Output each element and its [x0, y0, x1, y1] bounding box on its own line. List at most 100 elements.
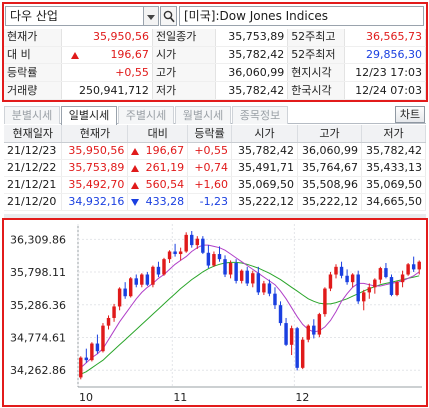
- candle-up: [362, 292, 366, 302]
- moving-average-short-line: [80, 244, 420, 369]
- quote-label: 52주최저: [287, 46, 345, 65]
- cell-high: 35,764,67: [297, 159, 362, 177]
- tab-daily-quotes[interactable]: 일별시세: [61, 106, 117, 125]
- col-price[interactable]: 현재가: [61, 125, 129, 143]
- x-tick-label: 10: [79, 391, 93, 404]
- candle-down: [345, 275, 349, 283]
- candle-up: [228, 262, 233, 275]
- candle-down: [256, 273, 261, 293]
- candle-up: [317, 314, 322, 335]
- y-tick-label: 34,774.61: [10, 331, 66, 344]
- candle-down: [273, 293, 277, 306]
- symbol-input[interactable]: 다우 산업: [5, 6, 144, 26]
- quote-row: 대 비 196,67 시가 35,782,42 52주최저 29,856,30: [4, 46, 427, 65]
- candle-up: [417, 261, 421, 270]
- col-change[interactable]: 대비: [127, 125, 189, 143]
- candle-down: [206, 252, 211, 266]
- tab-minute-quotes[interactable]: 분별시세: [4, 106, 60, 124]
- candle-up: [306, 325, 310, 340]
- quote-value: 196,67: [61, 46, 153, 65]
- quote-value: 250,941,712: [61, 81, 153, 100]
- candle-up: [128, 278, 133, 297]
- candle-down: [223, 259, 227, 275]
- y-tick-label: 36,309.86: [10, 233, 66, 246]
- candle-down: [234, 262, 238, 281]
- x-tick-label: 12: [295, 391, 309, 404]
- table-row[interactable]: 21/12/22 35,753,89 261,19 +0,74 35,491,71 35,…: [4, 159, 427, 177]
- candle-up: [195, 238, 200, 246]
- candle-up: [323, 288, 327, 315]
- down-arrow-icon: [131, 199, 140, 206]
- tab-item-info[interactable]: 종목정보: [232, 106, 288, 124]
- candle-up: [117, 288, 122, 307]
- quote-label: 현지시각: [287, 63, 345, 83]
- up-arrow-icon: [131, 165, 140, 172]
- quote-label: 저가: [152, 81, 216, 100]
- candle-up: [289, 328, 294, 345]
- quote-label: 등락률: [4, 63, 62, 83]
- candle-down: [312, 325, 316, 335]
- col-high[interactable]: 고가: [297, 125, 362, 143]
- search-icon: [163, 10, 175, 23]
- candle-up: [162, 259, 166, 275]
- quote-label: 한국시각: [287, 81, 345, 100]
- change-value: 196,67: [145, 144, 185, 157]
- cell-open: 35,782,42: [231, 142, 298, 160]
- cell-low: 34,665,50: [361, 193, 427, 211]
- horizontal-scrollbar[interactable]: [4, 214, 426, 218]
- table-header-row: 현재일자 현재가 대비 등락률 시가 고가 저가: [4, 125, 427, 143]
- cell-high: 35,508,96: [297, 176, 362, 194]
- table-row[interactable]: 21/12/20 34,932,16 433,28 -1,23 35,222,12 35,…: [4, 193, 427, 211]
- cell-change: 560,54: [127, 176, 189, 194]
- candle-down: [217, 254, 222, 260]
- table-row[interactable]: 21/12/23 35,950,56 196,67 +0,55 35,782,42 36,…: [4, 142, 427, 160]
- cell-date: 21/12/22: [4, 159, 63, 177]
- candlestick-chart[interactable]: 36,309.86 35,798.11 35,286.36 34,774.61 34,2…: [4, 220, 426, 405]
- col-date[interactable]: 현재일자: [4, 125, 63, 143]
- candle-up: [350, 274, 355, 283]
- quote-row: 등락률 +0,55 고가 36,060,99 현지시각 12/23 17:03: [4, 63, 427, 83]
- chevron-down-icon[interactable]: [144, 6, 159, 26]
- search-button[interactable]: [160, 6, 177, 26]
- quote-label: 전일종가: [152, 29, 216, 47]
- tab-weekly-quotes[interactable]: 주별시세: [118, 106, 174, 124]
- candle-up: [90, 343, 94, 361]
- tab-monthly-quotes[interactable]: 월별시세: [175, 106, 231, 124]
- col-open[interactable]: 시가: [231, 125, 298, 143]
- cell-rate: +0,74: [187, 159, 233, 177]
- cell-change: 196,67: [127, 142, 189, 160]
- moving-average-long-line: [80, 261, 420, 375]
- quote-label: 고가: [152, 63, 216, 83]
- quote-value: 36,060,99: [215, 63, 289, 83]
- candle-up: [262, 283, 266, 293]
- x-tick-label: 11: [173, 391, 187, 404]
- chart-button[interactable]: 차트: [395, 106, 425, 123]
- quote-value: 12/23 17:03: [344, 63, 427, 83]
- cell-high: 36,060,99: [297, 142, 362, 160]
- cell-open: 35,069,50: [231, 176, 298, 194]
- candle-down: [245, 270, 249, 284]
- candle-up: [178, 251, 183, 255]
- search-bar: 다우 산업 [미국]:Dow Jones Indices: [3, 4, 426, 28]
- cell-low: 35,433,13: [361, 159, 427, 177]
- candle-down: [134, 278, 138, 285]
- index-name-field: [미국]:Dow Jones Indices: [179, 6, 424, 26]
- candle-up: [406, 264, 410, 275]
- col-low[interactable]: 저가: [361, 125, 427, 143]
- quote-label: 대 비: [4, 46, 62, 65]
- candle-up: [212, 254, 216, 266]
- candle-up: [400, 274, 405, 283]
- daily-quotes-table: 현재일자 현재가 대비 등락률 시가 고가 저가 21/12/23 35,950,…: [4, 125, 427, 211]
- candle-up: [151, 266, 155, 285]
- table-row[interactable]: 21/12/21 35,492,70 560,54 +1,60 35,069,50 35,…: [4, 176, 427, 194]
- candle-up: [395, 282, 399, 295]
- quote-label: 현재가: [4, 29, 62, 47]
- candle-down: [384, 268, 388, 278]
- change-value: 560,54: [145, 178, 185, 191]
- y-tick-label: 34,262.86: [10, 364, 66, 377]
- candle-up: [251, 273, 255, 284]
- col-rate[interactable]: 등락률: [187, 125, 233, 143]
- cell-price: 35,950,56: [61, 142, 129, 160]
- candle-down: [295, 328, 299, 368]
- candle-up: [239, 270, 244, 281]
